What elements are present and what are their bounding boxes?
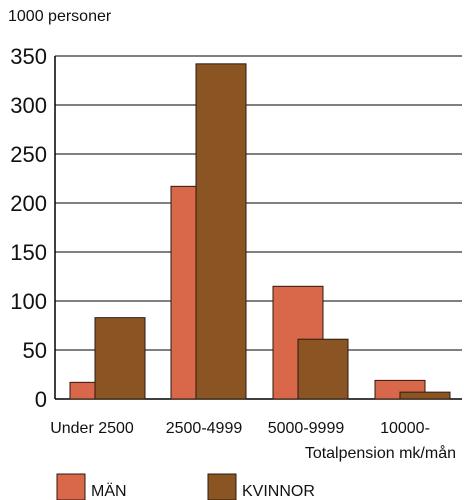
x-tick-labels: Under 2500 2500-4999 5000-9999 10000- xyxy=(50,420,430,437)
y-axis-label: 1000 personer xyxy=(8,8,112,25)
y-tick-label: 0 xyxy=(35,387,47,412)
y-tick-label: 350 xyxy=(10,44,47,69)
legend-swatch xyxy=(207,473,237,500)
legend: MÄN KVINNOR xyxy=(56,473,315,500)
y-tick-label: 300 xyxy=(10,93,47,118)
y-tick-label: 50 xyxy=(23,338,47,363)
bar-kvinnor-3 xyxy=(399,391,451,400)
x-tick-label: 2500-4999 xyxy=(166,420,243,437)
y-tick-label: 100 xyxy=(10,289,47,314)
legend-label: MÄN xyxy=(91,482,127,500)
y-tick-label: 250 xyxy=(10,142,47,167)
bars xyxy=(69,63,451,400)
legend-swatch xyxy=(56,473,86,500)
x-tick-label: Under 2500 xyxy=(50,420,134,437)
x-tick-label: 10000- xyxy=(380,420,430,437)
x-tick-label: 5000-9999 xyxy=(268,420,345,437)
y-tick-label: 150 xyxy=(10,240,47,265)
bar-kvinnor-2 xyxy=(297,338,349,400)
x-axis-label: Totalpension mk/mån xyxy=(305,444,456,462)
bar-kvinnor-0 xyxy=(94,317,146,400)
legend-label: KVINNOR xyxy=(242,483,315,500)
bar-kvinnor-1 xyxy=(195,63,247,400)
y-tick-labels: 0 50 100 150 200 250 300 350 xyxy=(10,44,47,412)
y-tick-label: 200 xyxy=(10,191,47,216)
